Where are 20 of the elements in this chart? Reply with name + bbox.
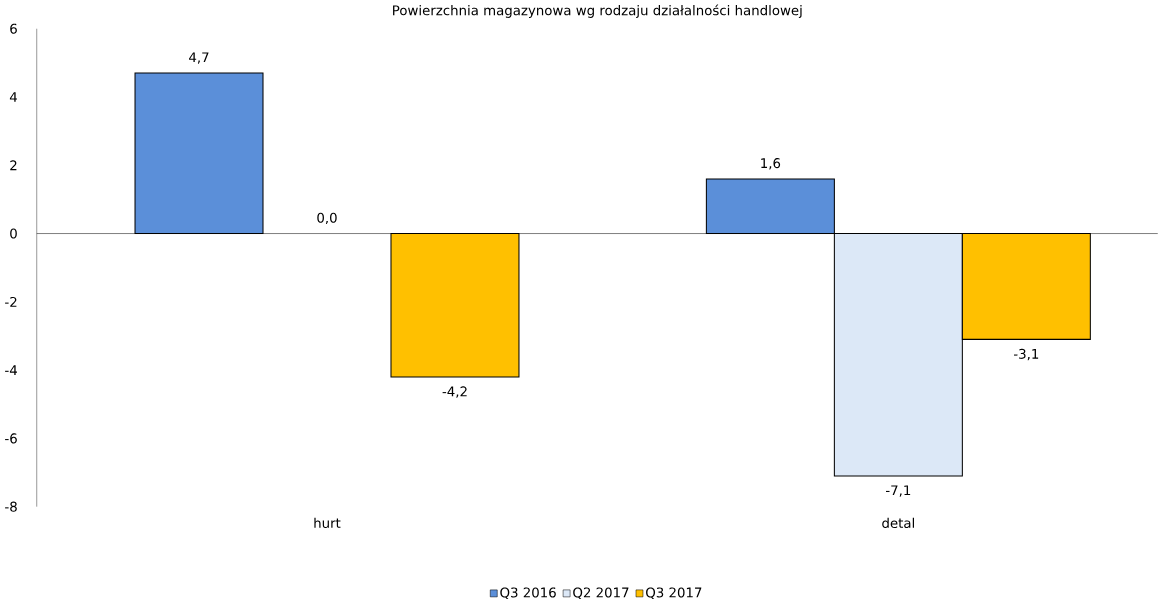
data-label: 1,6: [761, 157, 781, 170]
data-label: -3,1: [1013, 348, 1039, 361]
y-tick-label: -4: [5, 365, 17, 375]
data-label: -7,1: [885, 485, 911, 497]
y-tick-label: -6: [5, 433, 17, 444]
legend-label: Q3 2016: [500, 587, 556, 599]
y-tick-label: 4: [9, 91, 17, 102]
y-tick-label: -8: [5, 501, 17, 512]
x-tick-label: hurt: [314, 517, 341, 528]
data-label: 0,0: [317, 212, 337, 224]
legend-label: Q2 2017: [573, 587, 629, 599]
y-tick-label: 0: [10, 228, 17, 239]
legend-label: Q3 2017: [646, 587, 702, 599]
y-tick-label: 6: [10, 23, 17, 34]
x-tick-label: detal: [882, 517, 914, 528]
y-tick-label: 2: [10, 160, 17, 171]
y-tick-label: -2: [5, 296, 17, 307]
data-label: 4,7: [189, 52, 209, 64]
chart-title: Powierzchnia magazynowa wg rodzaju działalności handlowej: [393, 4, 802, 18]
data-label: -4,2: [442, 386, 467, 398]
